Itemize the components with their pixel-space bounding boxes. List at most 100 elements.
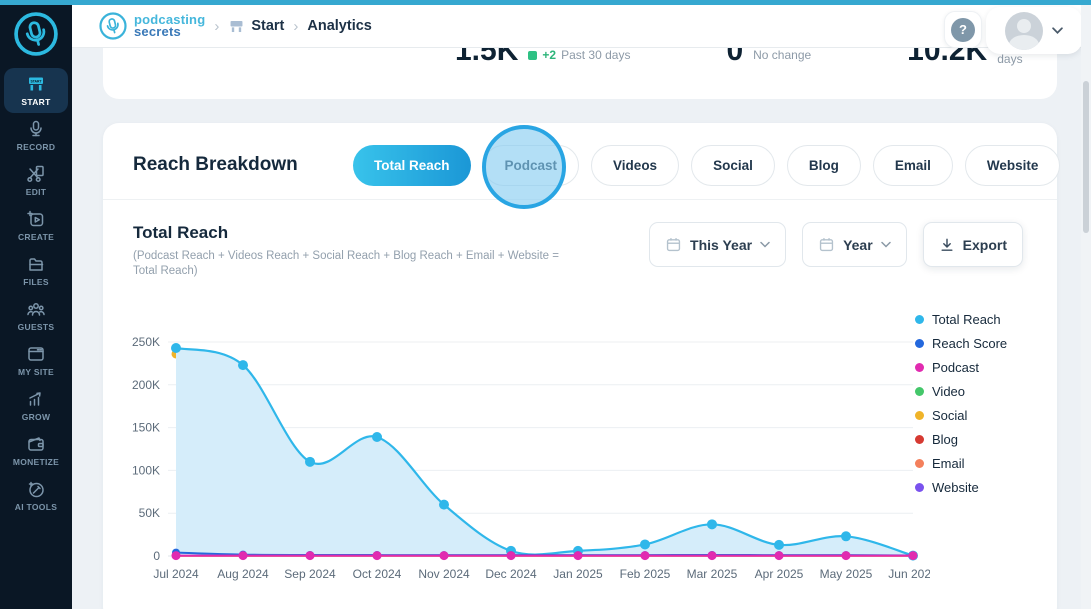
sidebar-item-ai-tools[interactable]: AI TOOLS [4, 473, 68, 518]
legend-dot [915, 386, 924, 396]
svg-text:Feb 2025: Feb 2025 [620, 567, 671, 581]
legend-dot [915, 410, 924, 420]
website-window-icon [28, 347, 44, 361]
svg-text:Aug 2024: Aug 2024 [217, 567, 269, 581]
legend-label: Website [932, 479, 979, 495]
tab-videos[interactable]: Videos [591, 145, 680, 186]
tab-social[interactable]: Social [691, 145, 775, 186]
tab-podcast[interactable]: Podcast [482, 145, 580, 186]
stat-value: 1.5K [455, 48, 519, 67]
sidebar-item-label: START [21, 97, 51, 107]
legend-dot [915, 458, 924, 468]
app-logo[interactable]: podcasting secrets [98, 11, 205, 41]
sidebar-item-label: MY SITE [18, 367, 54, 377]
legend-label: Email [932, 455, 965, 471]
microphone-icon [30, 120, 42, 137]
sidebar-item-label: GUESTS [17, 322, 55, 332]
chart-controls: This Year Year Export [649, 222, 1023, 267]
breadcrumb-start[interactable]: Start [228, 18, 284, 35]
guests-people-icon [27, 303, 45, 316]
stat-caption: No change [753, 48, 812, 62]
legend-item[interactable]: Blog [915, 427, 1007, 451]
stats-row: 1.5K +2 Past 30 days 0 No change 10.2K +… [455, 48, 1037, 68]
legend-item[interactable]: Email [915, 451, 1007, 475]
divider [103, 199, 1057, 200]
growth-chart-icon [29, 392, 41, 406]
calendar-icon [666, 238, 681, 252]
svg-text:0: 0 [153, 549, 160, 563]
ai-tools-icon [28, 481, 44, 498]
files-icon [29, 258, 44, 271]
svg-text:Nov 2024: Nov 2024 [418, 567, 470, 581]
chevron-down-icon [880, 241, 891, 248]
stat-value: 0 [726, 48, 744, 67]
date-range-select[interactable]: This Year [649, 222, 787, 267]
svg-text:Mar 2025: Mar 2025 [687, 567, 738, 581]
svg-text:150K: 150K [132, 421, 160, 435]
tab-website[interactable]: Website [964, 145, 1061, 186]
start-flag-icon [230, 20, 243, 32]
tab-total-reach[interactable]: Total Reach [353, 145, 471, 186]
legend-label: Social [932, 407, 968, 423]
export-button[interactable]: Export [922, 222, 1023, 267]
legend-item[interactable]: Video [915, 379, 1007, 403]
legend-item[interactable]: Reach Score [915, 331, 1007, 355]
sidebar-item-guests[interactable]: GUESTS [4, 293, 68, 338]
sidebar-item-label: FILES [23, 277, 49, 287]
granularity-select[interactable]: Year [802, 222, 907, 267]
breadcrumb-analytics-label: Analytics [307, 18, 372, 34]
stat-value: 10.2K [907, 48, 988, 67]
app-logo-icon[interactable] [13, 11, 59, 57]
sidebar-item-start[interactable]: START START [4, 68, 68, 113]
sidebar-item-edit[interactable]: EDIT [4, 158, 68, 203]
legend-item[interactable]: Website [915, 475, 1007, 499]
legend-dot [915, 434, 924, 444]
sidebar-item-create[interactable]: CREATE [4, 203, 68, 248]
increase-icon [528, 50, 538, 60]
section-title: Total Reach [133, 223, 229, 242]
svg-text:START: START [30, 79, 42, 83]
sidebar-item-label: AI TOOLS [14, 502, 58, 512]
chart-legend: Total Reach Reach Score Podcast Video So… [915, 307, 1007, 499]
scissors-edit-icon [27, 165, 44, 183]
sidebar-item-my-site[interactable]: MY SITE [4, 338, 68, 383]
scrollbar-thumb[interactable] [1083, 81, 1089, 233]
sidebar: START START RECORD EDIT [0, 0, 72, 609]
legend-dot [915, 314, 924, 324]
svg-text:Apr 2025: Apr 2025 [755, 567, 804, 581]
section-subtitle: (Podcast Reach + Videos Reach + Social R… [133, 250, 559, 277]
legend-label: Podcast [932, 359, 979, 375]
sidebar-item-record[interactable]: RECORD [4, 113, 68, 158]
breadcrumb-separator: › [214, 17, 220, 35]
svg-text:Sep 2024: Sep 2024 [284, 567, 336, 581]
legend-item[interactable]: Podcast [915, 355, 1007, 379]
legend-dot [915, 362, 924, 372]
legend-label: Reach Score [932, 335, 1008, 351]
svg-text:Jan 2025: Jan 2025 [553, 567, 603, 581]
legend-label: Blog [932, 431, 959, 447]
legend-item[interactable]: Total Reach [915, 307, 1007, 331]
scrollbar-track[interactable] [1081, 5, 1091, 609]
svg-text:250K: 250K [132, 335, 160, 349]
download-icon [941, 238, 953, 251]
sidebar-item-monetize[interactable]: MONETIZE [4, 428, 68, 473]
app-logo-text: podcasting secrets [134, 12, 206, 39]
top-header: podcasting secrets › Start › Analytics [72, 5, 1091, 48]
user-menu[interactable] [986, 7, 1082, 54]
sidebar-item-grow[interactable]: GROW [4, 383, 68, 428]
breadcrumb-analytics[interactable]: Analytics [307, 18, 371, 34]
legend-label: Total Reach [932, 311, 1001, 327]
help-button[interactable]: ? [944, 11, 982, 48]
app-logo-mic-icon [99, 12, 127, 40]
breadcrumb-separator: › [293, 17, 299, 35]
stat-delta: +2 [542, 48, 557, 62]
svg-text:200K: 200K [132, 378, 160, 392]
reach-breakdown-card: Reach Breakdown Total Reach Podcast Vide… [103, 123, 1061, 609]
tab-email[interactable]: Email [872, 145, 953, 186]
sidebar-item-label: GROW [21, 412, 51, 422]
sidebar-item-files[interactable]: FILES [4, 248, 68, 293]
tab-blog[interactable]: Blog [786, 145, 861, 186]
sidebar-item-label: CREATE [17, 232, 55, 242]
legend-item[interactable]: Social [915, 403, 1007, 427]
wallet-icon [28, 437, 44, 451]
